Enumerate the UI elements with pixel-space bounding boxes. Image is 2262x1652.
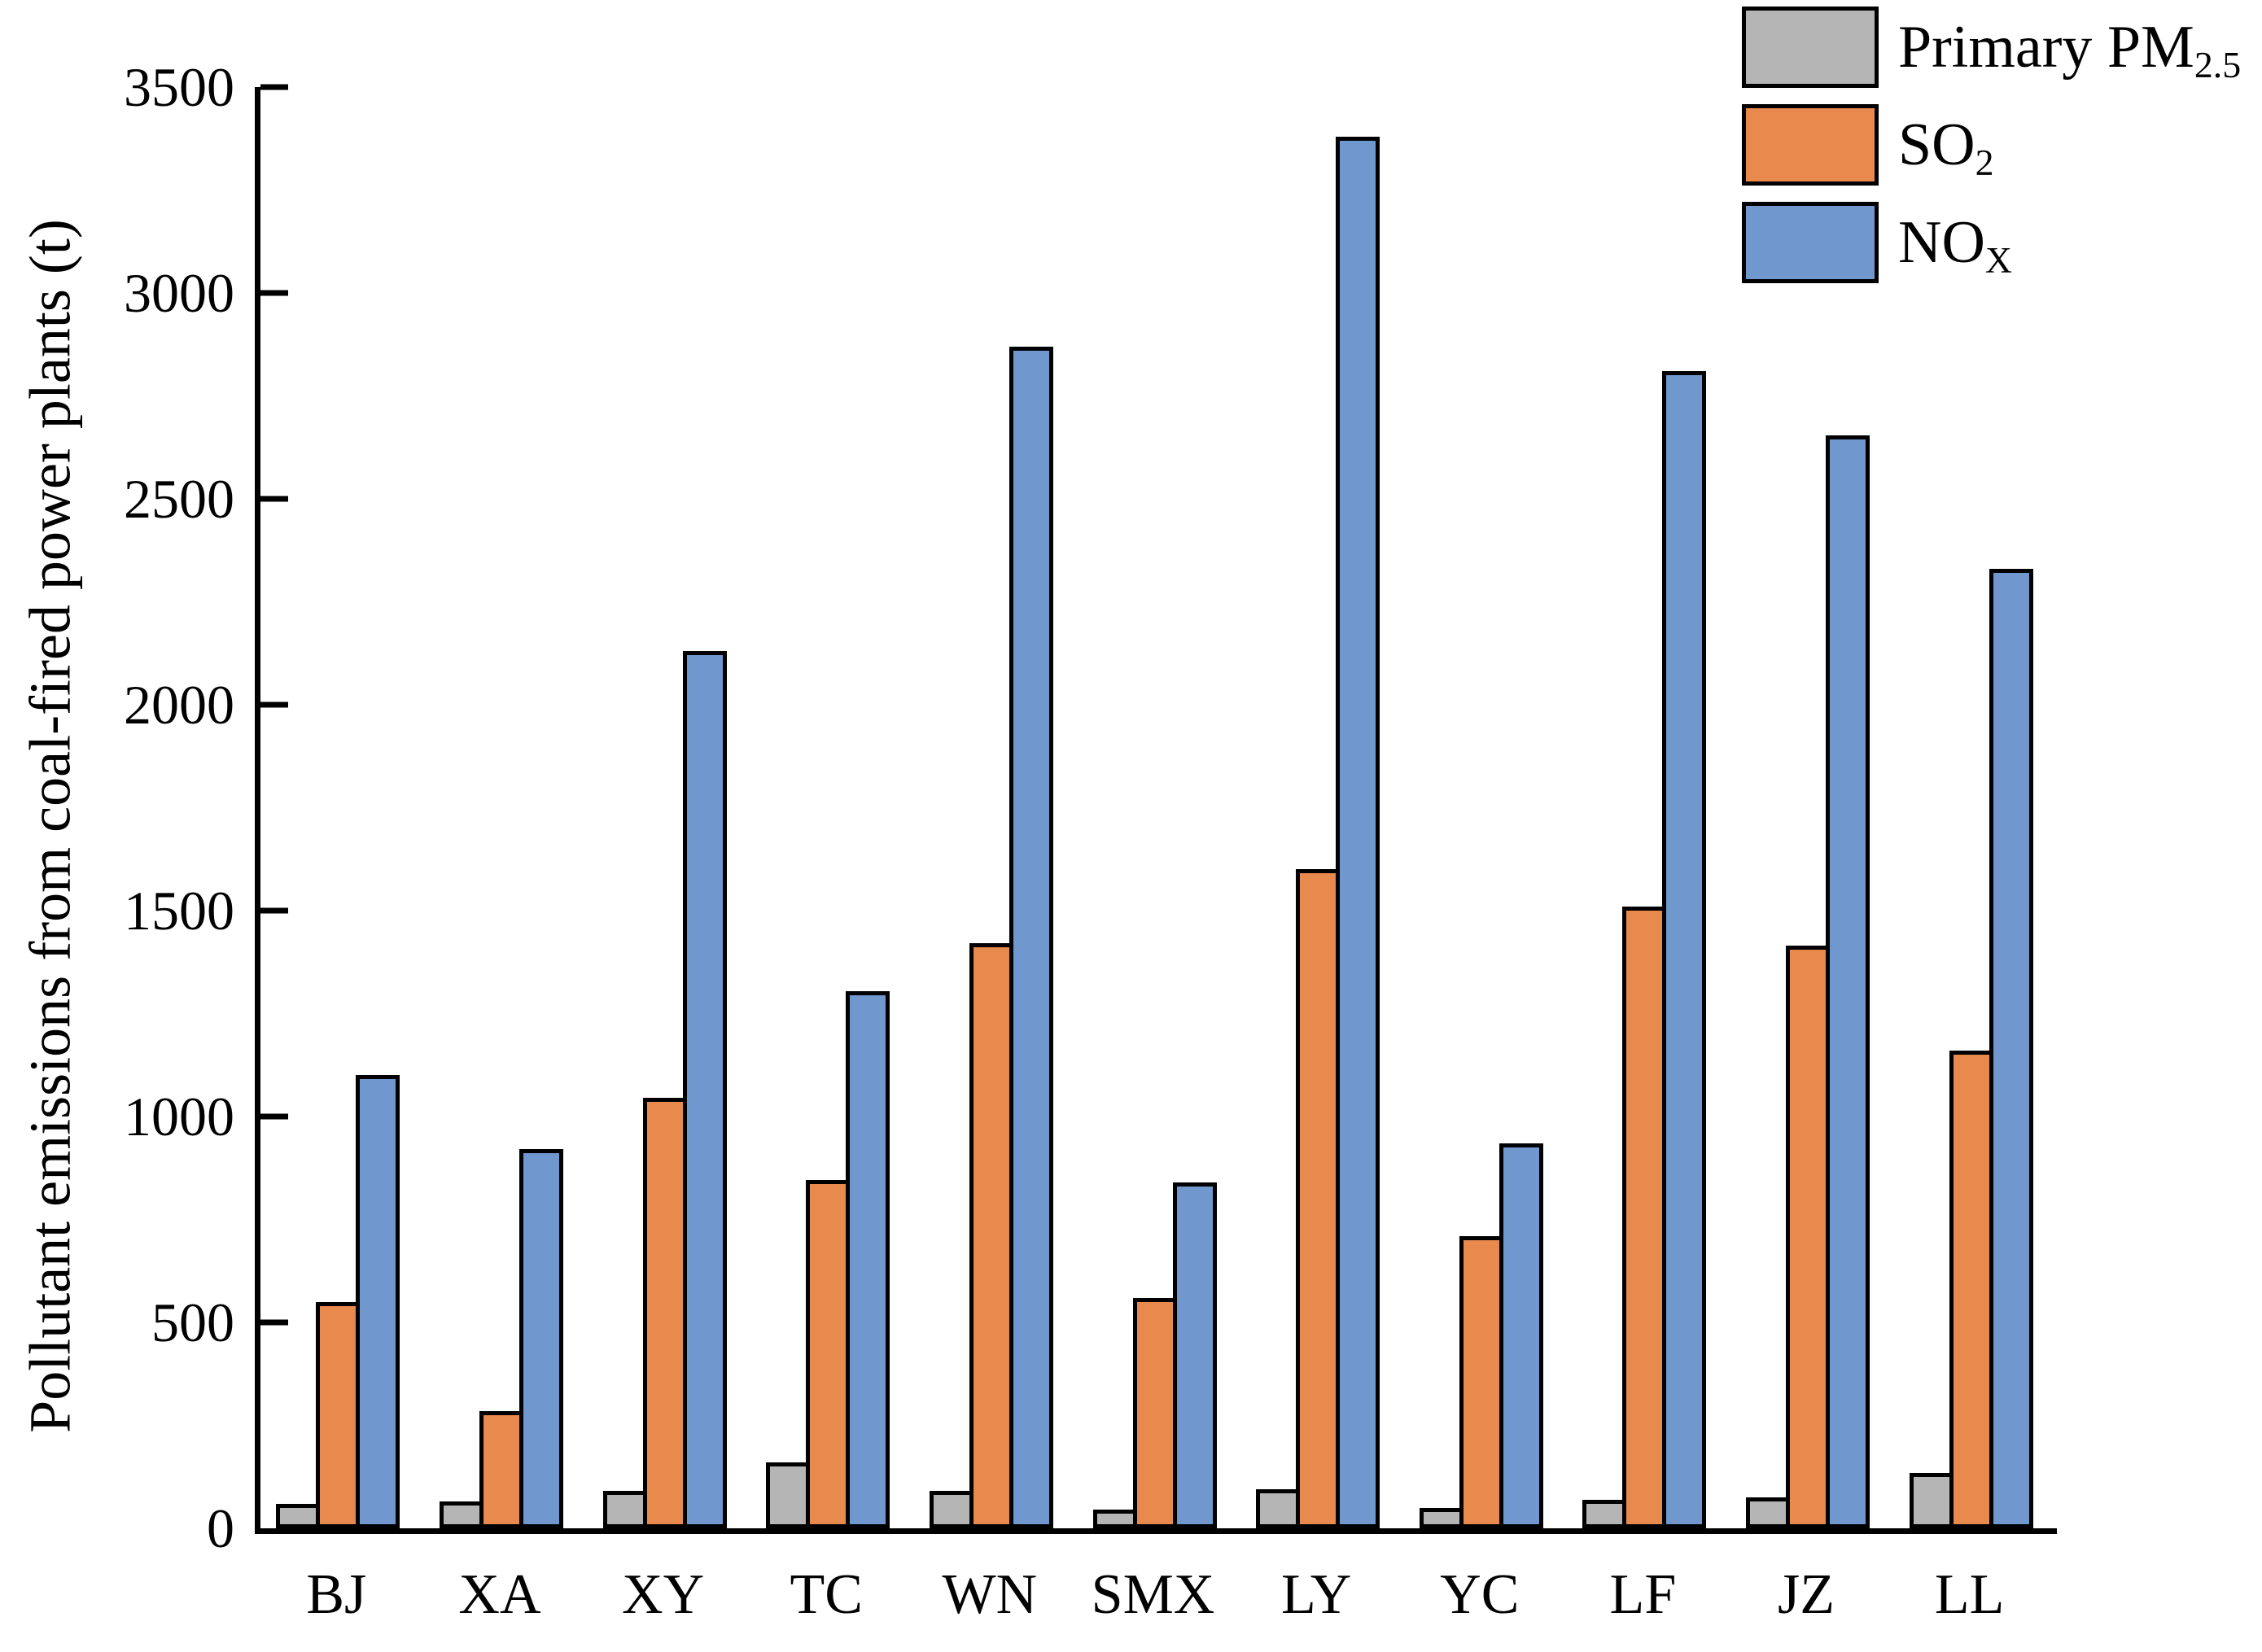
y-tick-label: 1500 bbox=[124, 880, 234, 942]
y-tick-label: 3500 bbox=[124, 56, 234, 118]
x-category-label-LF: LF bbox=[1609, 1563, 1677, 1626]
legend-row-Primary-PM2.5: Primary PM2.5 bbox=[1742, 7, 2241, 88]
x-category-label-JZ: JZ bbox=[1778, 1563, 1835, 1626]
y-axis-tick-labels: 0 500 1000 1500 2000 2500 3000 3500 bbox=[0, 59, 234, 1556]
x-category-label-TC: TC bbox=[790, 1563, 863, 1626]
bar-Primary-PM2.5-TC bbox=[766, 1462, 811, 1528]
x-category-label-XA: XA bbox=[458, 1563, 541, 1626]
bar-SO2-JZ bbox=[1786, 946, 1831, 1528]
bar-NOX-TC bbox=[846, 991, 890, 1528]
x-category-label-BJ: BJ bbox=[306, 1563, 367, 1626]
x-axis-labels: BJ XA XY TC WN SMX LY YC LF JZ LL bbox=[255, 1567, 2051, 1640]
bar-NOX-XY bbox=[682, 651, 727, 1528]
y-tick-mark bbox=[260, 496, 288, 502]
legend-row-SO2: SO2 bbox=[1742, 104, 2241, 186]
bar-NOX-JZ bbox=[1826, 435, 1870, 1528]
bar-SO2-BJ bbox=[316, 1302, 361, 1528]
bar-NOX-LL bbox=[1989, 569, 2033, 1528]
bar-Primary-PM2.5-XA bbox=[439, 1501, 483, 1528]
bar-Primary-PM2.5-LY bbox=[1256, 1489, 1301, 1528]
bar-NOX-BJ bbox=[356, 1075, 400, 1528]
bar-SO2-WN bbox=[969, 943, 1013, 1528]
y-tick-mark bbox=[260, 1113, 288, 1120]
bar-Primary-PM2.5-WN bbox=[929, 1491, 973, 1528]
x-category-label-YC: YC bbox=[1440, 1563, 1520, 1626]
legend-swatch-NOX bbox=[1742, 202, 1879, 283]
y-tick-mark bbox=[260, 290, 288, 296]
plot-area bbox=[255, 84, 2057, 1534]
bar-NOX-LF bbox=[1662, 371, 1707, 1528]
y-tick-label: 2000 bbox=[124, 674, 234, 736]
bar-SO2-XA bbox=[479, 1411, 523, 1528]
bar-SO2-XY bbox=[642, 1098, 687, 1528]
legend: Primary PM2.5 SO2 NOX bbox=[1742, 7, 2241, 283]
y-tick-mark bbox=[260, 84, 288, 90]
bar-Primary-PM2.5-YC bbox=[1419, 1508, 1464, 1528]
bar-Primary-PM2.5-XY bbox=[602, 1491, 647, 1528]
y-tick-label: 0 bbox=[207, 1497, 234, 1559]
x-category-label-SMX: SMX bbox=[1091, 1563, 1215, 1626]
bar-Primary-PM2.5-LF bbox=[1582, 1500, 1627, 1528]
x-category-label-WN: WN bbox=[942, 1563, 1038, 1626]
y-tick-label: 3000 bbox=[124, 262, 234, 324]
bar-NOX-XA bbox=[518, 1149, 563, 1528]
legend-label-NOX: NOX bbox=[1898, 209, 2013, 281]
y-tick-mark bbox=[260, 1319, 288, 1326]
bar-NOX-YC bbox=[1499, 1143, 1543, 1528]
legend-swatch-Primary-PM2.5 bbox=[1742, 7, 1879, 88]
y-tick-mark bbox=[260, 701, 288, 708]
y-tick-mark bbox=[260, 907, 288, 914]
bar-SO2-LF bbox=[1622, 907, 1667, 1528]
x-category-label-LL: LL bbox=[1934, 1563, 2005, 1626]
bar-Primary-PM2.5-JZ bbox=[1746, 1497, 1791, 1528]
bar-SO2-YC bbox=[1459, 1236, 1503, 1528]
bar-SO2-TC bbox=[806, 1180, 851, 1528]
legend-swatch-SO2 bbox=[1742, 104, 1879, 186]
bar-Primary-PM2.5-BJ bbox=[276, 1504, 321, 1528]
x-category-label-LY: LY bbox=[1280, 1563, 1352, 1626]
legend-row-NOX: NOX bbox=[1742, 202, 2241, 283]
bar-NOX-SMX bbox=[1172, 1182, 1217, 1528]
y-tick-label: 1000 bbox=[124, 1086, 234, 1147]
bar-SO2-LL bbox=[1949, 1051, 1993, 1528]
bar-SO2-LY bbox=[1296, 869, 1341, 1528]
bar-SO2-SMX bbox=[1132, 1298, 1177, 1528]
y-tick-label: 500 bbox=[151, 1291, 234, 1353]
bar-Primary-PM2.5-LL bbox=[1909, 1473, 1954, 1528]
legend-label-SO2: SO2 bbox=[1898, 111, 1994, 183]
legend-label-Primary-PM2.5: Primary PM2.5 bbox=[1898, 14, 2242, 85]
bar-NOX-WN bbox=[1008, 347, 1053, 1528]
y-tick-label: 2500 bbox=[124, 468, 234, 530]
bar-Primary-PM2.5-SMX bbox=[1092, 1510, 1137, 1528]
x-category-label-XY: XY bbox=[622, 1563, 705, 1626]
bar-NOX-LY bbox=[1336, 137, 1380, 1528]
